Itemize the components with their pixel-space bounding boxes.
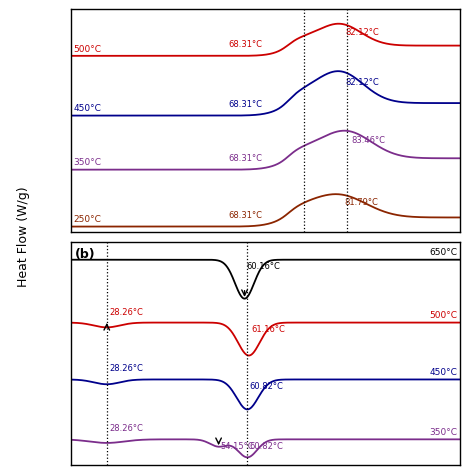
Text: 82.12°C: 82.12°C [346, 78, 380, 87]
Text: 500°C: 500°C [429, 311, 457, 320]
Text: 68.31°C: 68.31°C [228, 100, 262, 109]
Text: 68.31°C: 68.31°C [228, 40, 262, 49]
Text: 54.15°C: 54.15°C [221, 442, 255, 451]
Text: 82.12°C: 82.12°C [346, 28, 380, 37]
Text: 68.31°C: 68.31°C [228, 154, 262, 163]
Text: 28.26°C: 28.26°C [109, 424, 143, 433]
Text: (b): (b) [75, 248, 96, 262]
Text: 68.31°C: 68.31°C [228, 211, 262, 220]
Text: 350°C: 350°C [73, 158, 101, 167]
Text: 28.26°C: 28.26°C [109, 308, 143, 317]
Text: 81.79°C: 81.79°C [345, 198, 378, 207]
Text: 60.16°C: 60.16°C [246, 262, 281, 271]
Text: 28.26°C: 28.26°C [109, 365, 143, 374]
Text: 350°C: 350°C [429, 428, 457, 437]
Text: 61.16°C: 61.16°C [251, 325, 285, 334]
Text: Heat Flow (W/g): Heat Flow (W/g) [17, 187, 30, 287]
Text: 500°C: 500°C [73, 45, 101, 54]
Text: 60.82°C: 60.82°C [249, 382, 283, 391]
Text: 450°C: 450°C [430, 368, 457, 377]
Text: 83.46°C: 83.46°C [352, 136, 386, 145]
Text: 450°C: 450°C [73, 104, 101, 113]
Text: 250°C: 250°C [73, 215, 101, 224]
Text: 650°C: 650°C [429, 248, 457, 257]
Text: 60.82°C: 60.82°C [249, 442, 283, 451]
